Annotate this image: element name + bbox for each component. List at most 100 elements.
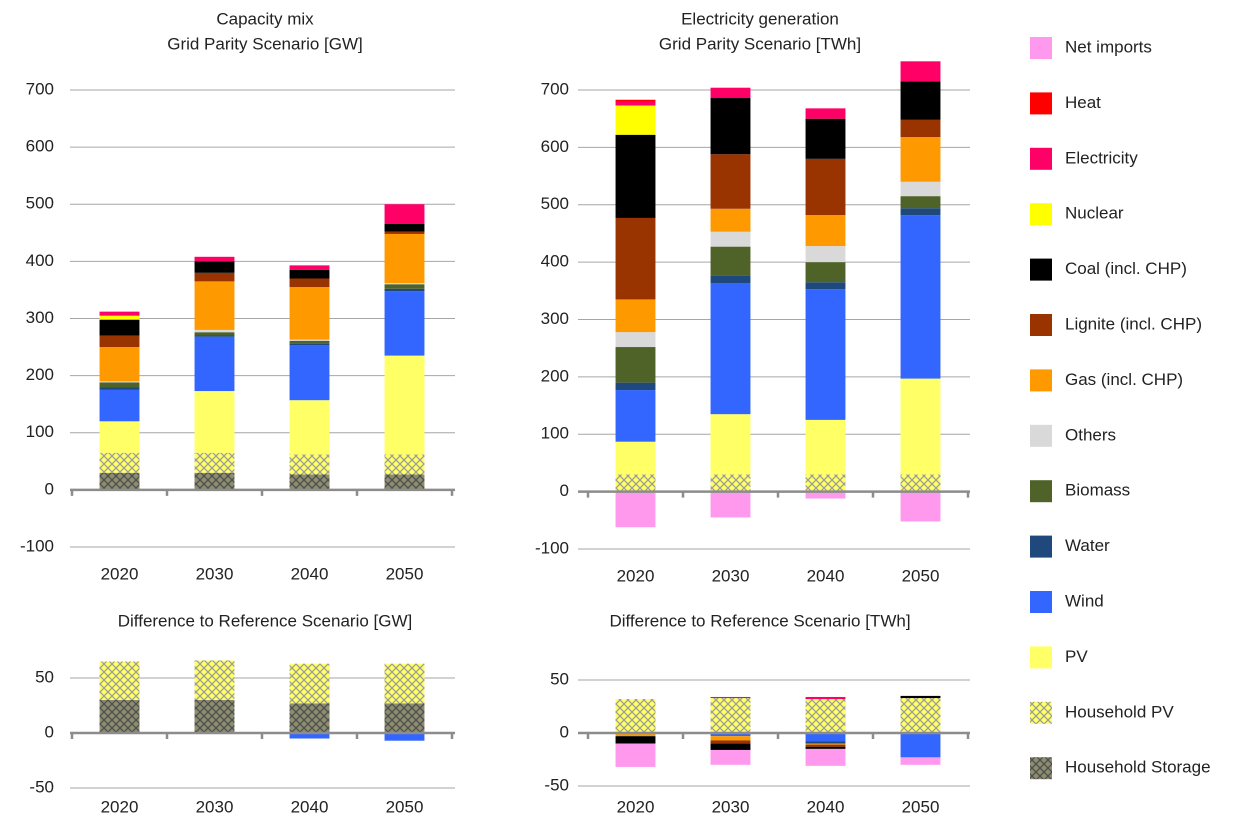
y-tick-label: 300 — [26, 308, 54, 327]
y-tick-label: -50 — [29, 777, 54, 796]
bar-segment — [99, 319, 140, 336]
y-tick-label: 100 — [541, 424, 569, 443]
x-tick-label: 2030 — [712, 797, 750, 816]
bar-segment — [194, 472, 235, 490]
legend-swatch — [1030, 37, 1052, 59]
y-tick-label: 500 — [541, 194, 569, 213]
bar-segment — [289, 278, 330, 288]
bar-segment — [194, 332, 235, 336]
legend-swatch — [1030, 424, 1052, 447]
legend-label: Gas (incl. CHP) — [1065, 370, 1183, 389]
bar-segment — [384, 284, 425, 289]
y-tick-label: 400 — [26, 251, 54, 270]
bar-segment — [615, 390, 656, 442]
bar-segment — [805, 118, 846, 159]
bar-segment — [99, 387, 140, 390]
bar-segment — [805, 215, 846, 247]
bar-segment — [384, 291, 425, 356]
y-tick-label: 500 — [26, 194, 54, 213]
bar-segment — [805, 246, 846, 263]
bar-segment — [900, 61, 941, 82]
bar-segment — [615, 743, 656, 767]
bar-segment — [99, 335, 140, 348]
legend-label: PV — [1065, 647, 1088, 666]
bar-segment — [194, 391, 235, 453]
bars — [615, 695, 941, 767]
bar-segment — [615, 99, 656, 102]
y-tick-label: 0 — [45, 722, 54, 741]
legend-swatch — [1030, 535, 1052, 558]
bar-segment — [99, 661, 140, 700]
bar-segment — [194, 660, 235, 700]
bar-segment — [805, 108, 846, 119]
bar-segment — [900, 491, 941, 522]
x-tick-label: 2030 — [712, 566, 750, 585]
bar-segment — [99, 700, 140, 733]
bar-segment — [710, 275, 751, 284]
bar-segment — [710, 733, 751, 737]
bar-segment — [194, 335, 235, 337]
bar-segment — [900, 733, 941, 758]
legend-swatch — [1030, 147, 1052, 170]
bar-segment — [384, 283, 425, 285]
bar-segment — [615, 299, 656, 333]
bar-segment — [194, 261, 235, 273]
bar-segment — [384, 474, 425, 490]
bar-segment — [99, 347, 140, 382]
legend-label: Coal (incl. CHP) — [1065, 259, 1187, 278]
bar-segment — [900, 81, 941, 120]
bar-segment — [99, 472, 140, 490]
bar-segment — [289, 733, 330, 739]
y-tick-label: 200 — [26, 365, 54, 384]
bar-segment — [805, 289, 846, 420]
bar-segment — [710, 743, 751, 750]
bar-segment — [99, 315, 140, 320]
x-tick-label: 2020 — [101, 797, 139, 816]
bar-segment — [384, 454, 425, 475]
bar-segment — [194, 452, 235, 473]
bar-segment — [384, 231, 425, 234]
x-tick-label: 2050 — [902, 797, 940, 816]
bar-segment — [805, 699, 846, 733]
bar-segment — [289, 345, 330, 401]
legend-swatch — [1030, 92, 1052, 115]
chart-title: Electricity generation — [681, 9, 839, 28]
bar-segment — [384, 733, 425, 741]
bar-segment — [710, 736, 751, 741]
bar-segment — [710, 98, 751, 155]
bar-segment — [384, 233, 425, 284]
bar-segment — [900, 137, 941, 182]
bar-segment — [900, 196, 941, 209]
bar-segment — [710, 740, 751, 744]
y-tick-label: 600 — [26, 137, 54, 156]
bar-segment — [99, 311, 140, 316]
chart-title: Difference to Reference Scenario [TWh] — [609, 611, 910, 630]
chart-title: Capacity mix — [216, 9, 314, 28]
bar-segment — [900, 119, 941, 138]
bar-segment — [615, 347, 656, 383]
bars — [99, 660, 425, 741]
bar-segment — [710, 87, 751, 99]
bar-segment — [805, 419, 846, 475]
bar-segment — [900, 474, 941, 492]
legend-swatch — [1030, 757, 1052, 780]
legend-label: Water — [1065, 536, 1110, 555]
legend-label: Nuclear — [1065, 204, 1124, 223]
bar-segment — [710, 414, 751, 475]
y-tick-label: 400 — [541, 252, 569, 271]
legend-label: Household Storage — [1065, 758, 1211, 777]
bar-segment — [194, 336, 235, 392]
bar-segment — [615, 217, 656, 300]
bar-segment — [289, 343, 330, 346]
x-tick-label: 2040 — [291, 797, 329, 816]
bar-segment — [289, 339, 330, 341]
bar-segment — [710, 154, 751, 209]
bar-segment — [805, 262, 846, 283]
legend-swatch — [1030, 314, 1052, 336]
y-tick-label: 0 — [45, 479, 54, 498]
legend-swatch — [1030, 369, 1052, 392]
chart-title: Grid Parity Scenario [GW] — [167, 34, 363, 53]
chart-title: Grid Parity Scenario [TWh] — [659, 34, 861, 53]
bar-segment — [194, 329, 235, 333]
bars — [99, 204, 425, 490]
